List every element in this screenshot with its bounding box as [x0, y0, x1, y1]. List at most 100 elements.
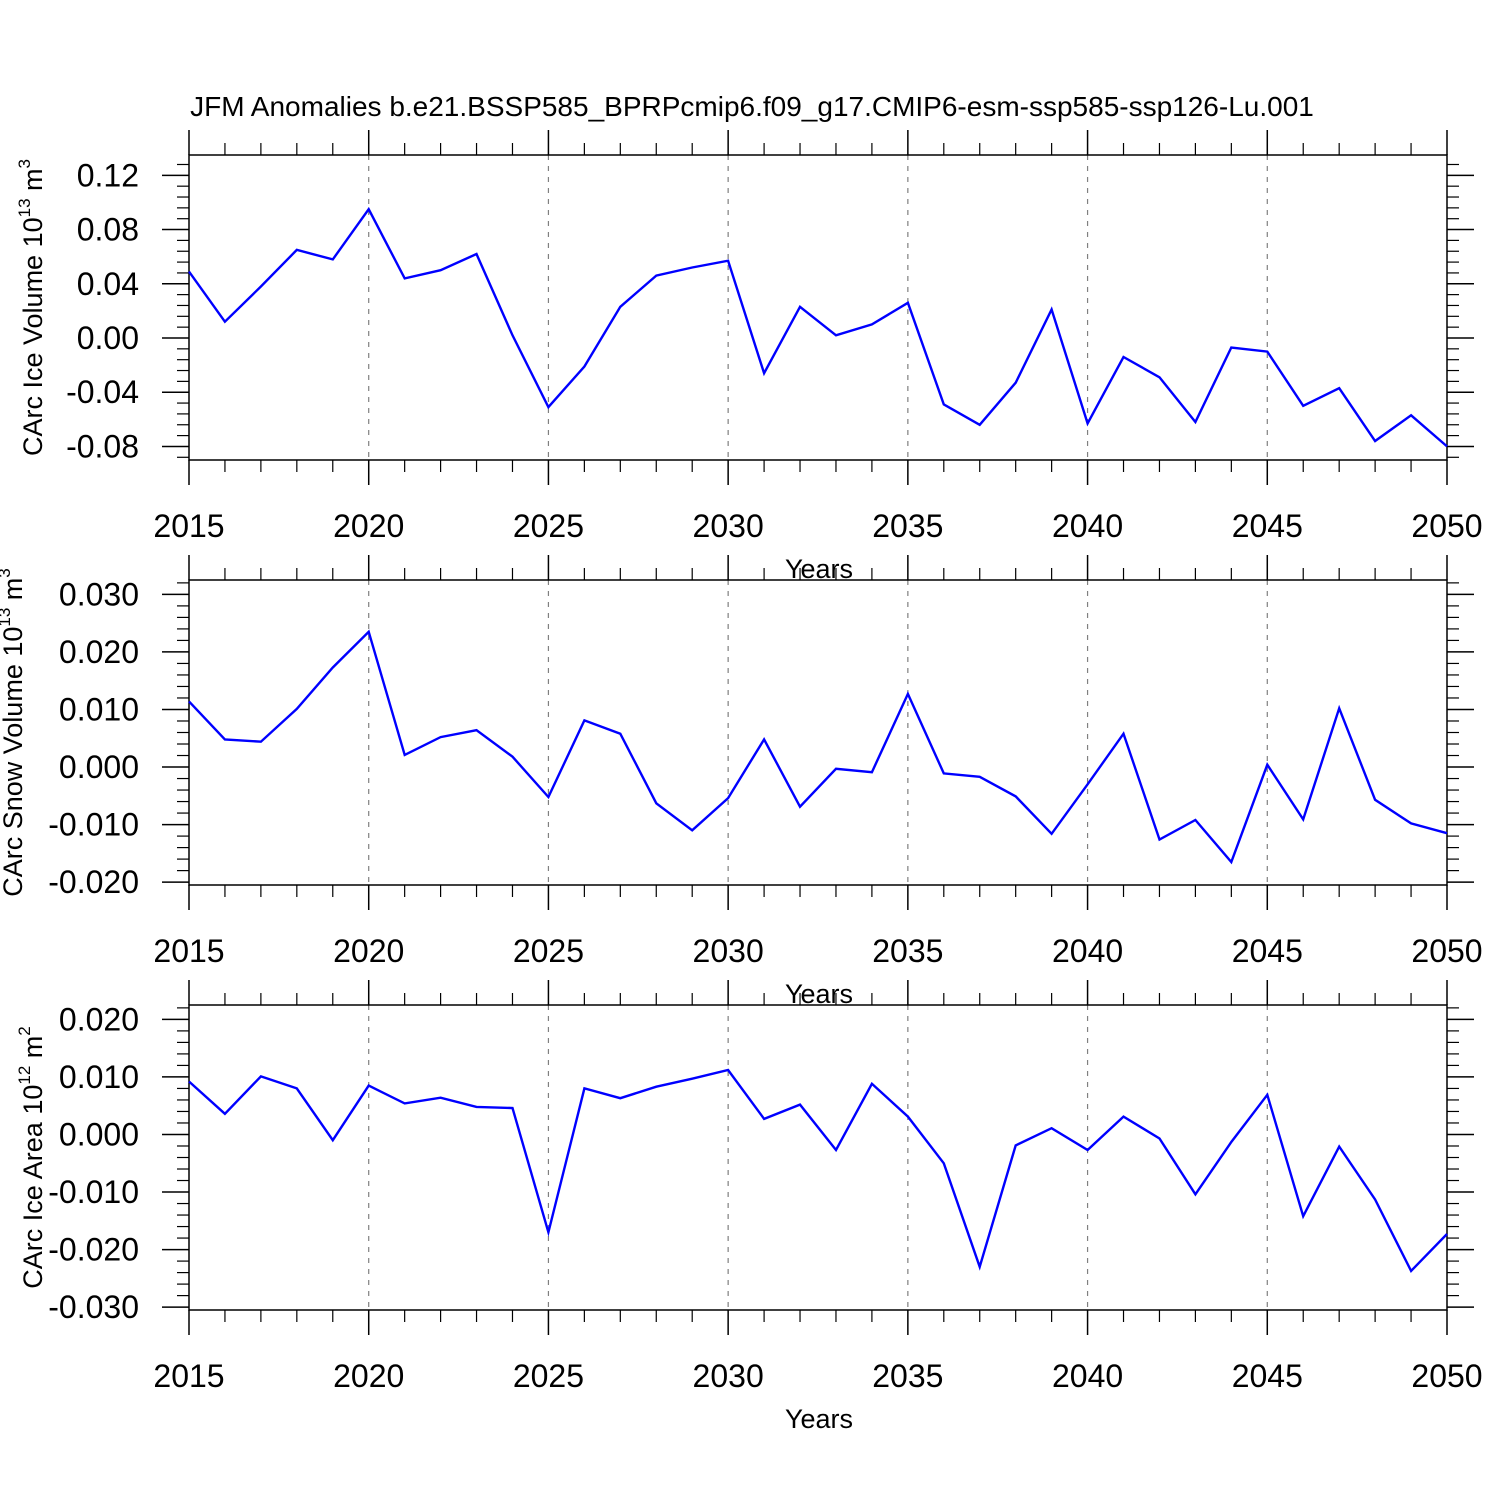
data-point: [870, 322, 874, 326]
x-tick-label: 2015: [153, 1358, 224, 1394]
y-tick-label: 0.020: [59, 634, 139, 670]
x-tick-label: 2030: [693, 1358, 764, 1394]
x-tick-label: 2020: [333, 1358, 404, 1394]
data-point: [834, 1148, 838, 1152]
data-point: [439, 268, 443, 272]
data-point: [582, 1086, 586, 1090]
data-point: [546, 1230, 550, 1234]
data-point: [475, 728, 479, 732]
y-axis-label: CArc Snow Volume 1013 m3: [0, 568, 28, 897]
data-point: [1122, 732, 1126, 736]
data-point: [762, 1117, 766, 1121]
x-tick-label: 2030: [693, 933, 764, 969]
y-tick-label: -0.020: [48, 1232, 139, 1268]
data-point: [870, 1082, 874, 1086]
x-tick-label: 2030: [693, 508, 764, 544]
data-point: [906, 1115, 910, 1119]
data-point: [1373, 439, 1377, 443]
data-point: [1373, 1198, 1377, 1202]
data-point: [798, 305, 802, 309]
y-tick-label: 0.04: [77, 266, 139, 302]
x-tick-label: 2025: [513, 1358, 584, 1394]
data-point: [1014, 794, 1018, 798]
data-point: [618, 732, 622, 736]
data-point: [1337, 706, 1341, 710]
x-tick-label: 2050: [1411, 508, 1482, 544]
data-point: [259, 1074, 263, 1078]
x-axis-label: Years: [785, 979, 853, 1009]
data-point: [1122, 355, 1126, 359]
data-point: [1086, 782, 1090, 786]
data-point: [439, 735, 443, 739]
data-point: [942, 402, 946, 406]
data-point: [546, 795, 550, 799]
data-point: [1014, 1143, 1018, 1147]
data-point: [1050, 308, 1054, 312]
data-point: [475, 252, 479, 256]
data-point: [1229, 1140, 1233, 1144]
x-tick-label: 2035: [872, 933, 943, 969]
data-point: [510, 333, 514, 337]
y-tick-label: 0.00: [77, 320, 139, 356]
data-point: [187, 270, 191, 274]
data-point: [762, 371, 766, 375]
data-point: [798, 1103, 802, 1107]
plot-frame: [188, 1004, 1448, 1311]
data-point: [1265, 1093, 1269, 1097]
data-point: [295, 1086, 299, 1090]
data-point: [1050, 1126, 1054, 1130]
data-point: [906, 692, 910, 696]
data-point: [510, 755, 514, 759]
data-point: [582, 718, 586, 722]
data-point: [1193, 818, 1197, 822]
series-line-snow-volume: [188, 629, 1448, 865]
x-tick-label: 2015: [153, 508, 224, 544]
data-point: [690, 1077, 694, 1081]
data-point: [187, 699, 191, 703]
data-point: [1265, 350, 1269, 354]
y-tick-label: -0.04: [66, 374, 139, 410]
data-point: [331, 1138, 335, 1142]
data-point: [942, 1161, 946, 1165]
data-point: [403, 276, 407, 280]
data-point: [834, 767, 838, 771]
data-point: [1014, 381, 1018, 385]
data-point: [295, 248, 299, 252]
data-point: [762, 737, 766, 741]
x-tick-label: 2015: [153, 933, 224, 969]
data-point: [1193, 420, 1197, 424]
data-point: [259, 284, 263, 288]
data-point: [223, 320, 227, 324]
data-point: [726, 1068, 730, 1072]
panel-ice-area: 2015 2020 2025 2030 2035 2040 2045 2050 0.020 0.0…: [15, 980, 1483, 1434]
data-point: [1337, 1145, 1341, 1149]
data-point: [1409, 821, 1413, 825]
x-tick-label: 2045: [1232, 508, 1303, 544]
data-point: [475, 1105, 479, 1109]
y-axis-label: CArc Ice Area 1012 m2: [15, 1026, 48, 1289]
panel-snow-volume: 2015 2020 2025 2030 2035 2040 2045 2050 0.030 0.0…: [0, 555, 1483, 1009]
data-point: [1193, 1192, 1197, 1196]
data-point: [978, 775, 982, 779]
data-point: [978, 1265, 982, 1269]
data-point: [295, 707, 299, 711]
x-tick-label: 2035: [872, 1358, 943, 1394]
series-line-ice-volume: [188, 206, 1448, 448]
y-tick-label: 0.000: [59, 1116, 139, 1152]
data-point: [1409, 413, 1413, 417]
data-point: [1445, 831, 1449, 835]
y-tick-label: -0.010: [48, 1174, 139, 1210]
data-point: [403, 753, 407, 757]
data-point: [726, 259, 730, 263]
data-point: [690, 266, 694, 270]
data-point: [367, 1084, 371, 1088]
data-point: [870, 770, 874, 774]
data-point: [1050, 832, 1054, 836]
y-tick-label: -0.030: [48, 1289, 139, 1325]
x-tick-label: 2040: [1052, 933, 1123, 969]
data-point: [1409, 1269, 1413, 1273]
x-tick-label: 2035: [872, 508, 943, 544]
y-tick-label: 0.000: [59, 749, 139, 785]
data-point: [942, 771, 946, 775]
